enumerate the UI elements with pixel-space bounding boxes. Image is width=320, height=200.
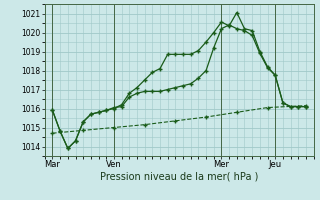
X-axis label: Pression niveau de la mer( hPa ): Pression niveau de la mer( hPa ): [100, 172, 258, 182]
